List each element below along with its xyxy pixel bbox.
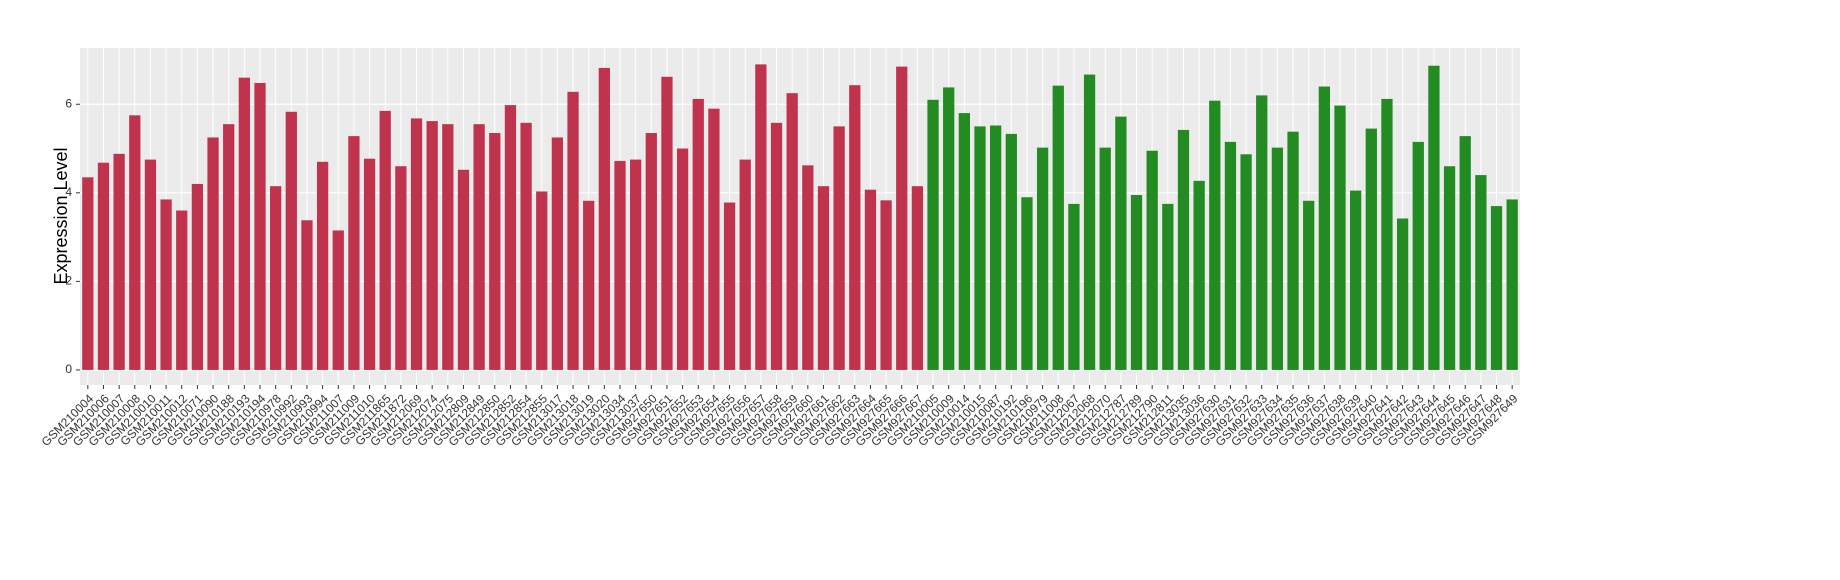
bar: [630, 159, 642, 370]
bar: [1318, 86, 1330, 370]
bar: [1162, 203, 1174, 370]
bar: [270, 186, 282, 370]
bar: [144, 159, 157, 370]
bar: [802, 165, 814, 370]
bar: [426, 121, 438, 370]
bar: [958, 113, 970, 370]
bar: [457, 169, 470, 370]
bar: [692, 98, 704, 370]
bar: [1287, 131, 1299, 370]
bar: [739, 159, 751, 370]
bar: [896, 66, 908, 370]
bar: [363, 158, 376, 370]
bar: [442, 124, 454, 370]
bar: [238, 77, 250, 370]
y-axis-label: Expression Level: [51, 147, 71, 284]
bar: [129, 115, 141, 370]
bar: [1459, 136, 1471, 370]
bar: [614, 160, 626, 370]
bar: [97, 162, 110, 370]
bar: [504, 105, 517, 370]
bar: [1224, 141, 1237, 370]
bar: [520, 122, 532, 370]
bar: [160, 199, 172, 370]
bar: [1443, 166, 1456, 370]
y-tick-label: 0: [65, 362, 72, 376]
bar: [1490, 206, 1503, 370]
bar: [849, 85, 861, 370]
bar: [911, 186, 924, 370]
bar: [113, 153, 125, 370]
bar: [598, 67, 610, 370]
bar: [755, 64, 767, 370]
y-tick-label: 2: [65, 274, 72, 288]
bar: [191, 183, 204, 370]
bar: [1506, 199, 1518, 370]
bar: [1052, 85, 1064, 370]
bar: [723, 202, 736, 370]
bar: [645, 133, 657, 370]
bar: [1256, 95, 1268, 370]
bar: [661, 76, 673, 370]
bar: [301, 220, 313, 370]
bar: [1083, 74, 1096, 370]
bar: [1365, 128, 1377, 370]
bar: [1115, 116, 1127, 370]
bar: [473, 124, 485, 370]
bar: [974, 126, 986, 370]
bar: [990, 125, 1002, 370]
bar: [1099, 147, 1111, 370]
y-tick-label: 4: [65, 185, 72, 199]
bar: [82, 177, 94, 370]
bar: [410, 118, 423, 370]
bar: [536, 191, 548, 370]
bar: [1428, 65, 1440, 370]
bar: [708, 108, 720, 370]
bar: [1334, 105, 1346, 370]
bar: [1036, 147, 1049, 370]
bar: [176, 210, 188, 370]
bar: [1209, 100, 1221, 370]
bar: [332, 230, 344, 370]
bar: [943, 87, 955, 370]
bar: [1350, 190, 1362, 370]
bar: [395, 166, 407, 370]
bar: [1130, 195, 1143, 370]
bar: [489, 133, 501, 370]
bar: [1475, 175, 1487, 370]
bar: [207, 137, 219, 370]
bar: [864, 189, 877, 370]
bar: [880, 200, 892, 370]
bar: [1193, 180, 1205, 370]
bar: [551, 137, 564, 370]
bar: [676, 148, 689, 370]
bar: [1396, 218, 1409, 370]
bar: [583, 200, 595, 370]
bar: [786, 93, 798, 370]
bar: [223, 124, 235, 370]
y-tick-label: 6: [65, 96, 72, 110]
bar: [1412, 141, 1424, 370]
bar: [1271, 147, 1284, 370]
bar: [1381, 98, 1393, 370]
bar: [1068, 203, 1080, 370]
bar: [316, 161, 329, 370]
bar: [1021, 197, 1033, 370]
bar: [1177, 129, 1190, 370]
bar: [833, 126, 845, 370]
bar: [1146, 150, 1158, 370]
bar: [567, 91, 579, 370]
bar: [817, 186, 830, 370]
bar: [770, 122, 783, 370]
bar: [1240, 154, 1252, 370]
bar: [348, 136, 360, 370]
bar: [379, 110, 391, 370]
bar: [254, 82, 266, 370]
bar: [285, 111, 297, 370]
bar: [1005, 133, 1017, 370]
bar: [927, 99, 939, 370]
bar: [1303, 200, 1315, 370]
